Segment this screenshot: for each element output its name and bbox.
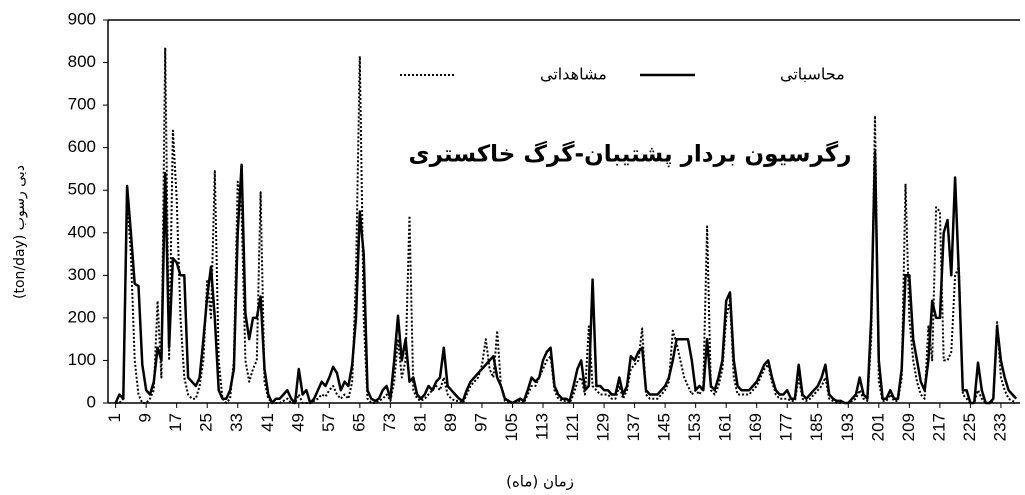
x-tick-label: 57: [319, 413, 338, 432]
x-tick-label: 105: [502, 413, 521, 441]
x-tick-label: 161: [716, 413, 735, 441]
y-tick-label: 500: [68, 180, 96, 199]
y-tick-label: 300: [68, 265, 96, 284]
y-tick-label: 100: [68, 350, 96, 369]
series-line: [115, 46, 1017, 404]
x-tick-label: 49: [288, 413, 307, 432]
x-tick-label: 113: [532, 413, 551, 440]
x-tick-label: 17: [166, 413, 185, 432]
x-tick-label: 9: [136, 413, 155, 422]
x-tick-label: 33: [227, 413, 246, 432]
y-tick-label: 200: [68, 307, 96, 326]
y-tick-label: 900: [68, 9, 96, 28]
x-tick-label: 233: [990, 413, 1009, 441]
legend-label: مشاهداتی: [540, 65, 607, 84]
x-tick-label: 81: [410, 413, 429, 432]
x-tick-label: 1: [105, 413, 124, 422]
x-tick-label: 153: [685, 413, 704, 441]
x-tick-label: 193: [838, 413, 857, 441]
x-tick-label: 145: [655, 413, 674, 441]
y-tick-label: 700: [68, 95, 96, 114]
x-tick-label: 169: [746, 413, 765, 441]
x-tick-label: 201: [868, 413, 887, 441]
x-tick-label: 177: [777, 413, 796, 441]
x-tick-label: 217: [929, 413, 948, 441]
series-line: [114, 150, 1018, 405]
x-axis-title: زمان (ماه): [506, 473, 574, 491]
y-tick-label: 400: [68, 222, 96, 241]
x-tick-label: 97: [471, 413, 490, 432]
x-tick-label: 185: [807, 413, 826, 441]
y-tick-label: 800: [68, 52, 96, 71]
y-axis-title: دبی رسوب (ton/day): [12, 165, 28, 299]
x-tick-label: 129: [594, 413, 613, 441]
chart-annotation: رگرسیون بردار پشتیبان-گرگ خاکستری: [409, 141, 852, 168]
y-tick-label: 600: [68, 137, 96, 156]
x-tick-label: 137: [624, 413, 643, 441]
x-tick-label: 25: [197, 413, 216, 432]
x-tick-label: 65: [349, 413, 368, 432]
x-tick-label: 73: [380, 413, 399, 432]
x-tick-label: 209: [899, 413, 918, 441]
x-tick-label: 121: [563, 413, 582, 441]
x-tick-label: 225: [960, 413, 979, 441]
y-tick-label: 0: [87, 392, 96, 411]
x-tick-label: 41: [258, 413, 277, 432]
x-tick-label: 89: [441, 413, 460, 432]
legend-label: محاسباتی: [780, 65, 845, 84]
